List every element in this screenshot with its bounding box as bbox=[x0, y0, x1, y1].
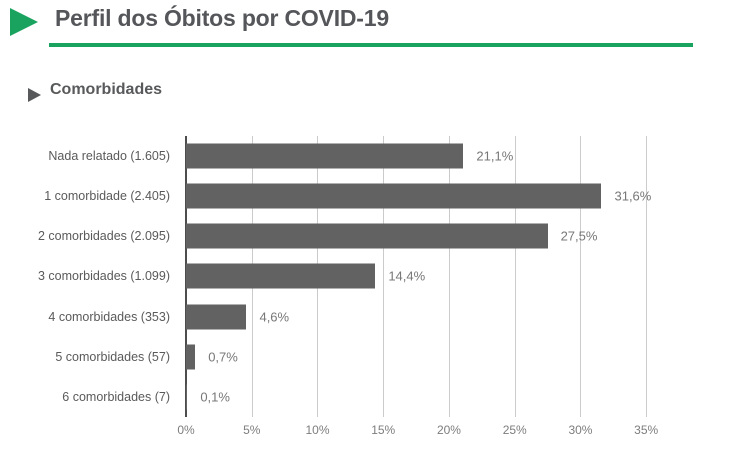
bar bbox=[186, 263, 376, 289]
plot-area: 21,1% 31,6% 27,5% 14,4% 4,6% 0,7% 0,1% bbox=[185, 136, 708, 417]
value-label: 0,7% bbox=[208, 349, 238, 365]
gridline bbox=[514, 136, 516, 417]
category-label: 2 comorbidades (2.095) bbox=[37, 229, 170, 244]
x-tick-label: 5% bbox=[243, 423, 261, 437]
x-tick-label: 35% bbox=[634, 423, 659, 437]
bar-row: 14,4% bbox=[186, 256, 708, 296]
bar bbox=[186, 344, 196, 370]
x-tick-label: 20% bbox=[436, 423, 461, 437]
value-label: 0,1% bbox=[200, 389, 230, 405]
gridline bbox=[580, 136, 582, 417]
x-tick-label: 15% bbox=[371, 423, 396, 437]
bar-row: 31,6% bbox=[186, 176, 708, 216]
bar bbox=[186, 183, 602, 209]
bar bbox=[186, 143, 464, 169]
category-label: 1 comorbidade (2.405) bbox=[44, 189, 170, 204]
category-label: Nada relatado (1.605) bbox=[48, 149, 170, 164]
bar-row: 4,6% bbox=[186, 297, 708, 337]
value-label: 4,6% bbox=[259, 309, 290, 325]
category-label: 5 comorbidades (57) bbox=[55, 349, 170, 364]
title-arrow-icon bbox=[10, 8, 38, 36]
category-label: 3 comorbidades (1.099) bbox=[37, 269, 170, 284]
gridline bbox=[383, 136, 385, 417]
section-arrow-icon bbox=[28, 88, 41, 102]
x-tick-label: 25% bbox=[502, 423, 527, 437]
category-labels: Nada relatado (1.605) 1 comorbidade (2.40… bbox=[0, 136, 178, 417]
title-underline bbox=[49, 43, 693, 47]
bar-row: 27,5% bbox=[186, 216, 708, 256]
x-tick-label: 30% bbox=[568, 423, 593, 437]
category-label: 4 comorbidades (353) bbox=[48, 309, 170, 324]
value-label: 21,1% bbox=[476, 148, 514, 164]
value-label: 27,5% bbox=[560, 228, 598, 244]
bar bbox=[186, 223, 548, 249]
bar-row: 0,1% bbox=[186, 377, 708, 417]
x-tick-label: 10% bbox=[305, 423, 330, 437]
bar-row: 21,1% bbox=[186, 136, 708, 176]
bar bbox=[186, 304, 247, 330]
x-axis-ticks: 0% 5% 10% 15% 20% 25% 30% 35% bbox=[177, 423, 708, 439]
bar bbox=[186, 384, 188, 410]
value-label: 14,4% bbox=[388, 268, 426, 284]
bar-row: 0,7% bbox=[186, 337, 708, 377]
gridline bbox=[448, 136, 450, 417]
category-label: 6 comorbidades (7) bbox=[62, 389, 170, 404]
gridline bbox=[646, 136, 648, 417]
x-tick-label: 0% bbox=[177, 423, 195, 437]
section-title: Comorbidades bbox=[50, 81, 163, 98]
value-label: 31,6% bbox=[614, 188, 652, 204]
page-title: Perfil dos Óbitos por COVID-19 bbox=[55, 5, 389, 31]
